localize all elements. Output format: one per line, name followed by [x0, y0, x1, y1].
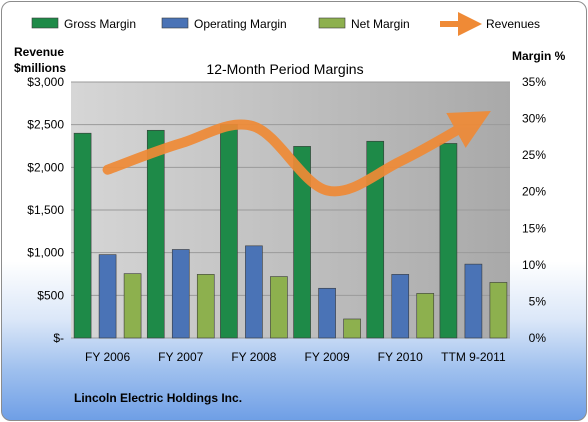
category-labels: FY 2006 FY 2007 FY 2008 FY 2009 FY 2010 TTM 9… [85, 350, 506, 364]
left-tick-label: $2,500 [27, 118, 64, 132]
right-tick-label: 20% [522, 185, 546, 199]
bars [73, 124, 508, 339]
legend-swatch [161, 17, 189, 29]
gross-margin-bar [73, 132, 92, 339]
operating-margin-bar [98, 254, 117, 339]
legend-operating-margin: Operating Margin [161, 17, 287, 31]
net-margin-bar [489, 282, 508, 339]
left-tick-label: $500 [37, 288, 64, 302]
legend-gross-margin: Gross Margin [31, 17, 136, 31]
right-tick-label: 0% [529, 331, 547, 345]
gross-margin-bar [439, 143, 458, 339]
net-margin-bar [123, 273, 142, 339]
right-axis-title: Margin % [512, 49, 566, 63]
net-margin-bar [416, 293, 435, 339]
gross-margin-bar [220, 124, 238, 339]
legend-swatch [318, 17, 346, 29]
legend-label: Net Margin [351, 17, 410, 31]
net-margin-bar [270, 276, 288, 339]
right-tick-label: 10% [522, 258, 546, 272]
left-tick-label: $1,500 [27, 203, 64, 217]
left-tick-label: $1,000 [27, 246, 64, 260]
category-label: FY 2006 [85, 350, 130, 364]
legend-label: Revenues [486, 17, 540, 31]
category-label: TTM 9-2011 [441, 350, 506, 364]
revenue-line [102, 111, 491, 197]
left-axis-title-line1: Revenue [14, 45, 64, 59]
legend-net-margin: Net Margin [318, 17, 410, 31]
right-tick-label: 35% [522, 75, 546, 89]
legend-swatch [31, 17, 59, 29]
left-tick-label: $2,000 [27, 160, 64, 174]
gross-margin-bar [366, 140, 385, 339]
left-tick-label: $3,000 [27, 75, 64, 89]
operating-margin-bar [464, 263, 483, 339]
right-tick-label: 5% [529, 294, 547, 308]
left-tick-label: $- [53, 331, 64, 345]
chart-title: 12-Month Period Margins [206, 61, 363, 77]
right-tick-label: 15% [522, 221, 546, 235]
gridlines [71, 81, 510, 339]
legend-label: Operating Margin [194, 17, 287, 31]
category-label: FY 2010 [378, 350, 423, 364]
right-tick-label: 25% [522, 148, 546, 162]
company-name: Lincoln Electric Holdings Inc. [74, 391, 242, 405]
operating-margin-bar [318, 287, 336, 339]
legend-revenues: Revenues [440, 12, 540, 36]
net-margin-bar [343, 318, 361, 339]
gross-margin-bar [293, 146, 311, 339]
net-margin-bar [196, 274, 215, 339]
operating-margin-bar [245, 245, 263, 339]
right-tick-label: 30% [522, 112, 546, 126]
gross-margin-bar [146, 129, 165, 339]
category-label: FY 2007 [158, 350, 203, 364]
legend: Gross Margin Operating Margin Net Margin Re… [31, 12, 540, 36]
left-axis-title-line2: $millions [14, 61, 66, 75]
legend-label: Gross Margin [64, 17, 136, 31]
left-axis-ticks: $- $500 $1,000 $1,500 $2,000 $2,500 $3,000 [27, 75, 64, 345]
revenue-line-path [102, 111, 491, 197]
category-label: FY 2009 [305, 350, 350, 364]
operating-margin-bar [171, 249, 190, 339]
operating-margin-bar [391, 274, 410, 339]
category-label: FY 2008 [231, 350, 276, 364]
right-axis-ticks: 0% 5% 10% 15% 20% 25% 30% 35% [522, 75, 546, 345]
